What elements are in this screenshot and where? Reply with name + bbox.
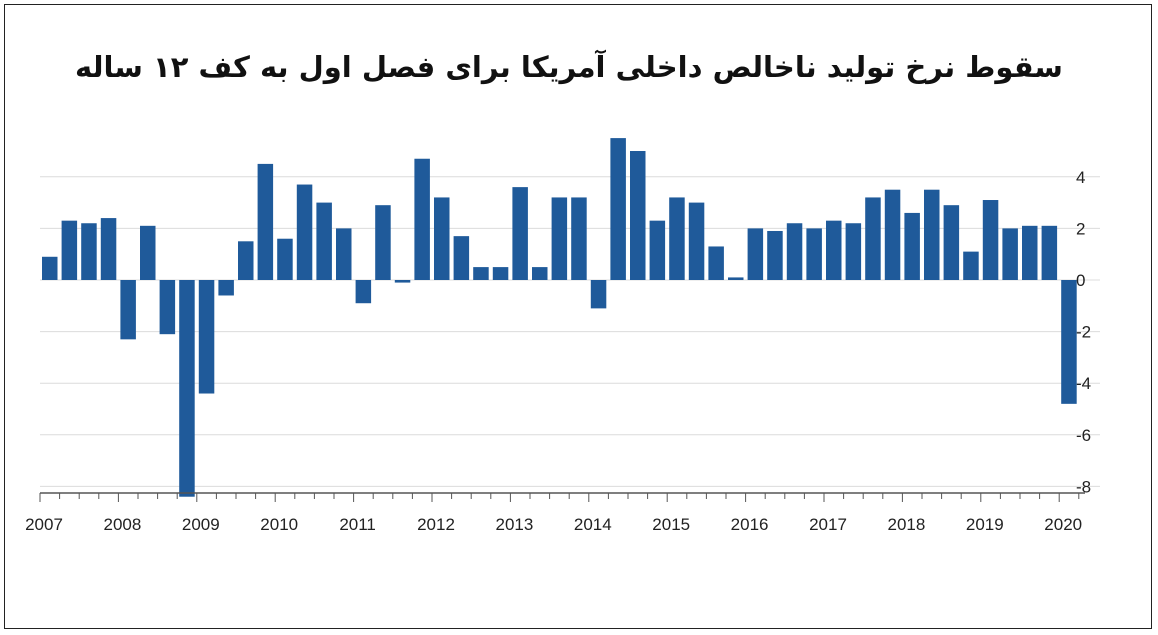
bar (1022, 225, 1038, 280)
x-tick-label: 2016 (731, 515, 769, 534)
x-axis (39, 492, 1085, 502)
bar (571, 197, 587, 280)
bar (728, 277, 744, 280)
bar (532, 267, 548, 280)
bar (316, 202, 332, 280)
bar (669, 197, 685, 280)
bar (434, 197, 450, 280)
x-tick-label: 2012 (417, 515, 455, 534)
bar (865, 197, 881, 280)
bar (904, 212, 920, 280)
bar (198, 280, 215, 394)
bar (590, 280, 607, 309)
y-tick-label: 0 (1076, 271, 1085, 290)
y-tick-labels: 4 2 0 -2 -4 -6 -8 (1076, 168, 1091, 497)
x-tick-label: 2008 (103, 515, 141, 534)
y-tick-label: 4 (1076, 168, 1085, 187)
bar (806, 228, 822, 280)
x-tick-label: 2011 (339, 515, 376, 534)
y-tick-label: -2 (1076, 323, 1091, 342)
bar (688, 202, 705, 280)
bar (100, 218, 117, 280)
bar (81, 223, 97, 280)
x-tick-label: 2015 (652, 515, 690, 534)
bar (257, 163, 274, 280)
bar (159, 280, 176, 335)
bar (786, 223, 803, 280)
bar (473, 267, 489, 280)
bar (512, 187, 528, 280)
bar (120, 280, 136, 340)
bar (61, 220, 78, 280)
bar (336, 228, 352, 280)
bars (42, 138, 1077, 497)
bar (238, 241, 254, 280)
bar (277, 238, 293, 280)
bar (179, 280, 195, 497)
y-tick-label: -6 (1076, 426, 1091, 445)
bar (630, 151, 646, 280)
x-tick-label: 2018 (887, 515, 925, 534)
x-tick-labels: 2007 2008 2009 2010 2011 2012 2013 2014 2015 2016… (25, 515, 1082, 534)
gridlines (40, 176, 1100, 487)
bar (610, 138, 626, 280)
x-tick-label: 2020 (1044, 515, 1082, 534)
chart-title: سقوط نرخ تولید ناخالص داخلی آمریکا برای … (75, 50, 1063, 84)
chart-frame (4, 4, 1152, 629)
y-tick-label: 2 (1076, 219, 1085, 238)
bar (826, 220, 842, 280)
bar (708, 246, 724, 280)
x-tick-label: 2007 (25, 515, 63, 534)
y-tick-label: -4 (1076, 374, 1091, 393)
x-tick-label: 2010 (260, 515, 298, 534)
bar (375, 205, 391, 280)
bar (42, 256, 58, 280)
bar (982, 200, 999, 280)
bar (1061, 280, 1077, 404)
x-tick-label: 2013 (495, 515, 533, 534)
bar (453, 236, 470, 280)
bar (924, 189, 940, 280)
bar (1002, 228, 1018, 280)
bar (355, 280, 372, 304)
x-tick-label: 2019 (966, 515, 1004, 534)
bar (218, 280, 234, 296)
bar (747, 228, 764, 280)
bar (1041, 225, 1058, 280)
bar (551, 197, 568, 280)
bar (649, 220, 666, 280)
x-tick-label: 2009 (182, 515, 220, 534)
x-tick-label: 2017 (809, 515, 847, 534)
bar (296, 184, 313, 280)
bar (140, 225, 156, 280)
bar (943, 205, 960, 280)
bar (414, 158, 430, 280)
bar (492, 267, 509, 280)
bar (845, 223, 862, 280)
bar (963, 251, 979, 280)
x-tick-label: 2014 (574, 515, 612, 534)
y-tick-label: -8 (1076, 477, 1091, 496)
bar (394, 280, 411, 283)
bar (767, 230, 783, 280)
bar (884, 189, 901, 280)
